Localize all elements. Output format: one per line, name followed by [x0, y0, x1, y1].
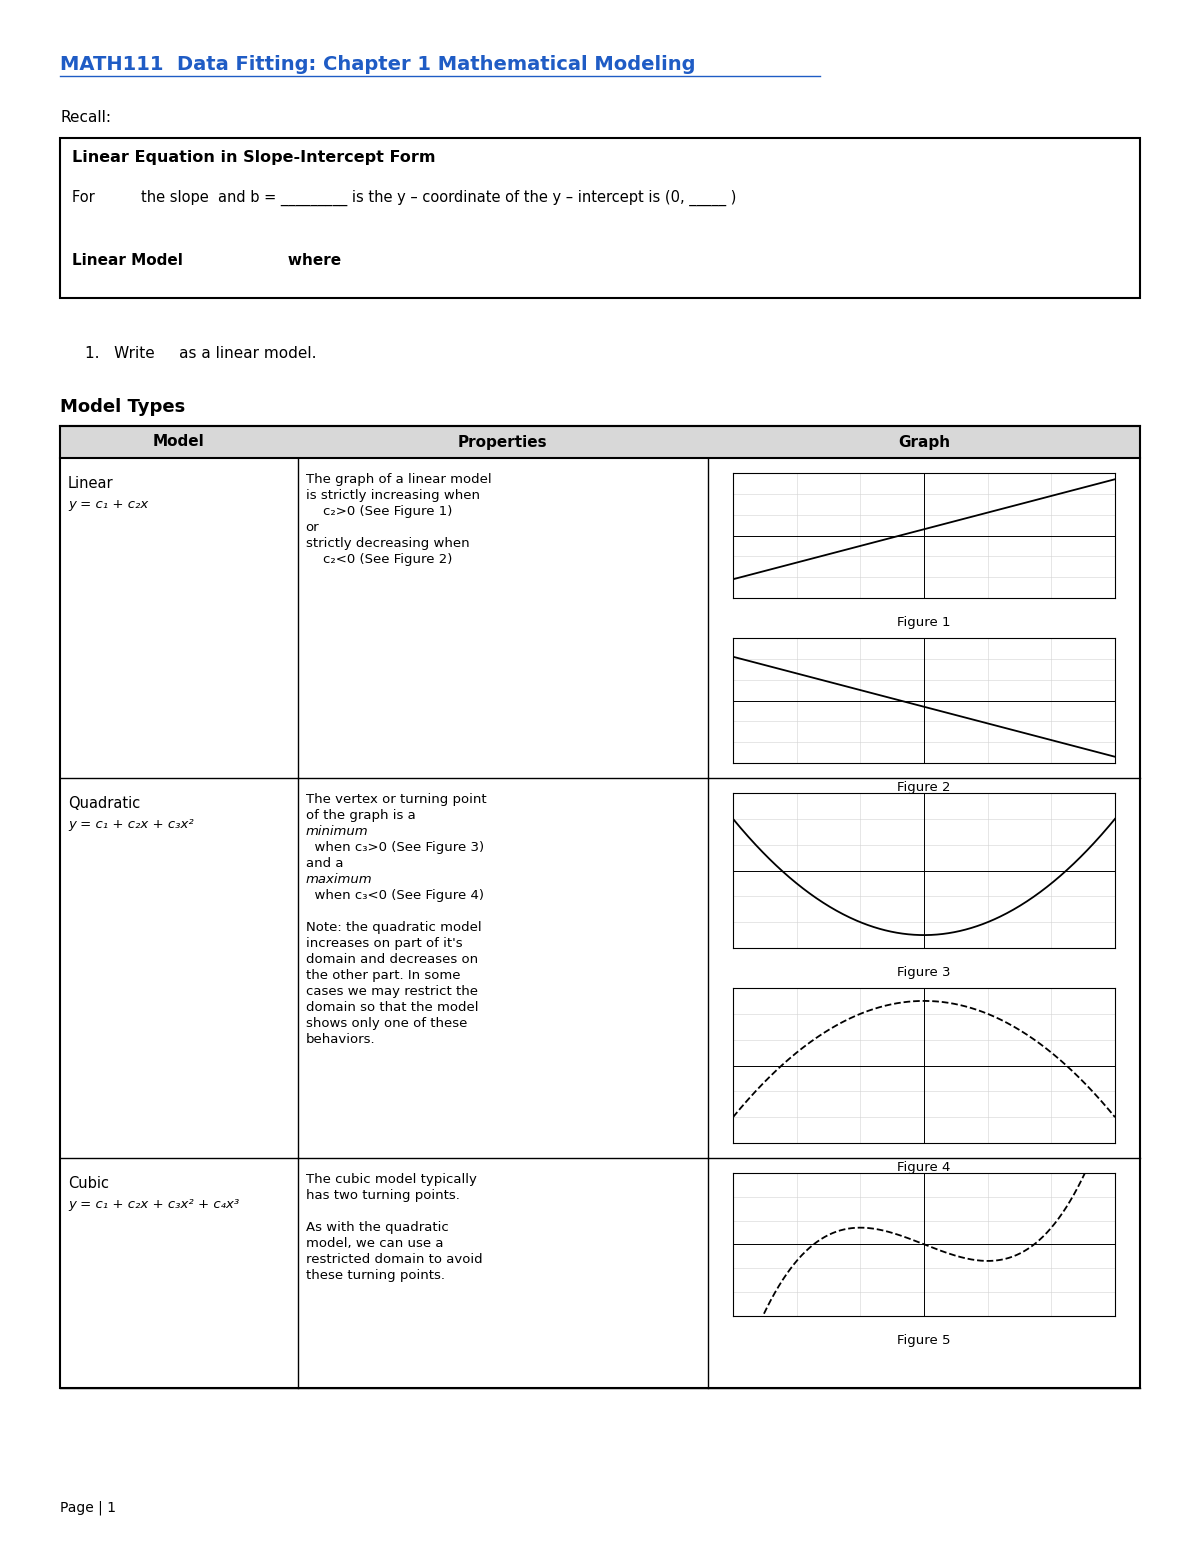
Text: Figure 1: Figure 1 — [898, 617, 950, 629]
Text: Figure 3: Figure 3 — [898, 966, 950, 978]
Text: As with the quadratic: As with the quadratic — [306, 1221, 449, 1235]
Text: cases we may restrict the: cases we may restrict the — [306, 985, 478, 999]
Text: model, we can use a: model, we can use a — [306, 1238, 443, 1250]
Text: Page | 1: Page | 1 — [60, 1500, 116, 1516]
FancyBboxPatch shape — [60, 1159, 1140, 1388]
FancyBboxPatch shape — [60, 458, 1140, 778]
Text: y = c₁ + c₂x: y = c₁ + c₂x — [68, 499, 149, 511]
Text: c₂<0 (See Figure 2): c₂<0 (See Figure 2) — [306, 553, 452, 565]
Text: Linear: Linear — [68, 477, 114, 491]
Text: domain and decreases on: domain and decreases on — [306, 954, 478, 966]
Text: of the graph is a: of the graph is a — [306, 809, 415, 822]
Text: 1.   Write     as a linear model.: 1. Write as a linear model. — [85, 346, 317, 360]
Text: Linear Model                    where: Linear Model where — [72, 253, 341, 269]
Text: Cubic: Cubic — [68, 1176, 109, 1191]
FancyBboxPatch shape — [60, 138, 1140, 298]
Text: when c₃>0 (See Figure 3): when c₃>0 (See Figure 3) — [306, 842, 484, 854]
FancyBboxPatch shape — [60, 778, 1140, 1159]
Text: Graph: Graph — [898, 435, 950, 449]
Text: Quadratic: Quadratic — [68, 797, 140, 811]
Text: MATH111  Data Fitting: Chapter 1 Mathematical Modeling: MATH111 Data Fitting: Chapter 1 Mathemat… — [60, 54, 696, 75]
Text: is strictly increasing when: is strictly increasing when — [306, 489, 480, 502]
Text: Figure 5: Figure 5 — [898, 1334, 950, 1346]
Text: shows only one of these: shows only one of these — [306, 1017, 467, 1030]
FancyBboxPatch shape — [60, 426, 1140, 458]
Text: Figure 4: Figure 4 — [898, 1162, 950, 1174]
Text: c₂>0 (See Figure 1): c₂>0 (See Figure 1) — [306, 505, 452, 519]
Text: Note: the quadratic model: Note: the quadratic model — [306, 921, 481, 933]
Text: y = c₁ + c₂x + c₃x² + c₄x³: y = c₁ + c₂x + c₃x² + c₄x³ — [68, 1197, 239, 1211]
Text: Recall:: Recall: — [60, 110, 112, 124]
Text: restricted domain to avoid: restricted domain to avoid — [306, 1253, 482, 1266]
Text: Properties: Properties — [458, 435, 547, 449]
Text: domain so that the model: domain so that the model — [306, 1002, 478, 1014]
Text: the other part. In some: the other part. In some — [306, 969, 460, 981]
Text: The vertex or turning point: The vertex or turning point — [306, 794, 486, 806]
Text: minimum: minimum — [306, 825, 368, 839]
Text: these turning points.: these turning points. — [306, 1269, 445, 1281]
Text: increases on part of it's: increases on part of it's — [306, 936, 462, 950]
Text: Model Types: Model Types — [60, 398, 185, 416]
Text: The graph of a linear model: The graph of a linear model — [306, 474, 491, 486]
Text: maximum: maximum — [306, 873, 372, 887]
Text: strictly decreasing when: strictly decreasing when — [306, 537, 469, 550]
Text: and a: and a — [306, 857, 343, 870]
Text: Model: Model — [152, 435, 205, 449]
Text: The cubic model typically: The cubic model typically — [306, 1173, 476, 1186]
Text: when c₃<0 (See Figure 4): when c₃<0 (See Figure 4) — [306, 888, 484, 902]
Text: Figure 2: Figure 2 — [898, 781, 950, 794]
Text: For          the slope  and b = _________ is the y – coordinate of the y – inter: For the slope and b = _________ is the y… — [72, 189, 737, 207]
Text: y = c₁ + c₂x + c₃x²: y = c₁ + c₂x + c₃x² — [68, 818, 193, 831]
Text: or: or — [306, 520, 319, 534]
Text: Linear Equation in Slope-Intercept Form: Linear Equation in Slope-Intercept Form — [72, 151, 436, 165]
Text: behaviors.: behaviors. — [306, 1033, 376, 1047]
Text: has two turning points.: has two turning points. — [306, 1190, 460, 1202]
